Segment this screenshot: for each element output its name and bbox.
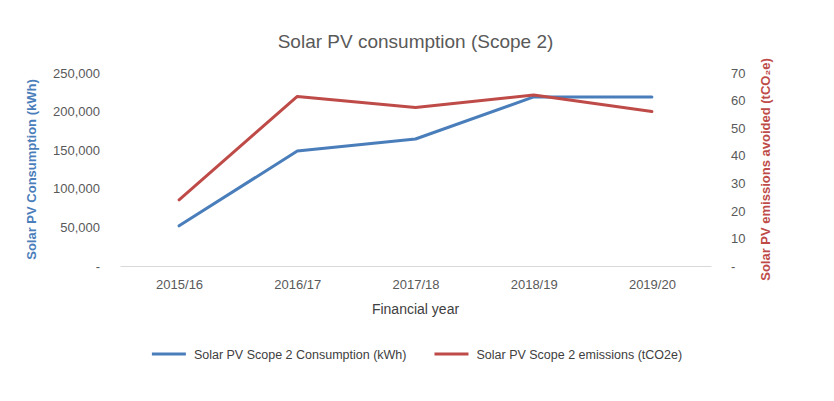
y-tick: 200,000 <box>53 104 120 119</box>
y2-tick: 10 <box>711 231 745 246</box>
legend-label: Solar PV Scope 2 emissions (tCO2e) <box>476 348 682 362</box>
x-tick: 2017/18 <box>393 266 440 292</box>
y-tick: 150,000 <box>53 143 120 158</box>
y2-tick-label: 10 <box>731 231 745 246</box>
y-tick-label: 100,000 <box>53 181 100 196</box>
y2-tick: 40 <box>711 148 745 163</box>
x-tick: 2018/19 <box>511 266 558 292</box>
x-tick: 2019/20 <box>629 266 676 292</box>
x-tick-label: 2019/20 <box>629 277 676 292</box>
y2-axis-line <box>711 74 712 267</box>
legend-swatch <box>152 353 186 356</box>
legend-label: Solar PV Scope 2 Consumption (kWh) <box>194 348 407 362</box>
chart: Solar PV consumption (Scope 2)2015/16201… <box>0 0 834 401</box>
y2-tick-label: 40 <box>731 148 745 163</box>
y2-tick: 20 <box>711 204 745 219</box>
x-tick: 2015/16 <box>156 266 203 292</box>
y2-tick-label: 50 <box>731 121 745 136</box>
y-axis-title: Solar PV Consumption (kWh) <box>24 79 39 260</box>
legend: Solar PV Scope 2 Consumption (kWh) Solar … <box>152 348 682 362</box>
legend-item: Solar PV Scope 2 Consumption (kWh) <box>152 348 407 362</box>
title: Solar PV consumption (Scope 2) <box>278 31 554 52</box>
y-axis: - 50,000 100,000 150,000 200,000 250,000 <box>53 66 121 274</box>
x-tick-label: 2017/18 <box>393 277 440 292</box>
y-tick-label: 200,000 <box>53 104 100 119</box>
y-tick: 250,000 <box>53 66 120 81</box>
y2-tick: 30 <box>711 176 745 191</box>
legend-swatch <box>434 353 468 356</box>
y-tick-label: 250,000 <box>53 66 100 81</box>
series-line <box>179 95 652 200</box>
y2-tick: - <box>711 259 735 274</box>
x-tick-label: 2018/19 <box>511 277 558 292</box>
y2-tick-label: - <box>731 259 735 274</box>
series-line <box>179 97 652 226</box>
y2-tick-label: 70 <box>731 66 745 81</box>
y-tick: - <box>96 259 120 274</box>
x-axis-title: Financial year <box>372 301 459 317</box>
y-tick: 100,000 <box>53 181 120 196</box>
y-tick-label: - <box>96 259 100 274</box>
y2-tick-label: 30 <box>731 176 745 191</box>
x-tick-label: 2016/17 <box>274 277 321 292</box>
y2-tick-label: 60 <box>731 93 745 108</box>
y-tick-label: 150,000 <box>53 143 100 158</box>
y2-tick: 60 <box>711 93 745 108</box>
x-tick-label: 2015/16 <box>156 277 203 292</box>
x-tick: 2016/17 <box>274 266 321 292</box>
x-axis-line <box>121 266 712 267</box>
y-tick: 50,000 <box>60 220 120 235</box>
y-axis-line <box>120 74 121 267</box>
legend-item: Solar PV Scope 2 emissions (tCO2e) <box>434 348 682 362</box>
y2-tick: 70 <box>711 66 745 81</box>
y2-axis: - 10 20 30 40 50 60 70 <box>711 66 745 274</box>
y-tick-label: 50,000 <box>60 220 100 235</box>
x-axis: 2015/16 2016/17 2017/18 2018/19 2019/20 <box>121 266 712 292</box>
plot-area <box>179 95 652 226</box>
y2-tick-label: 20 <box>731 204 745 219</box>
y2-axis-title: Solar PV emissions avoided (tCO₂e) <box>758 58 773 281</box>
y2-tick: 50 <box>711 121 745 136</box>
